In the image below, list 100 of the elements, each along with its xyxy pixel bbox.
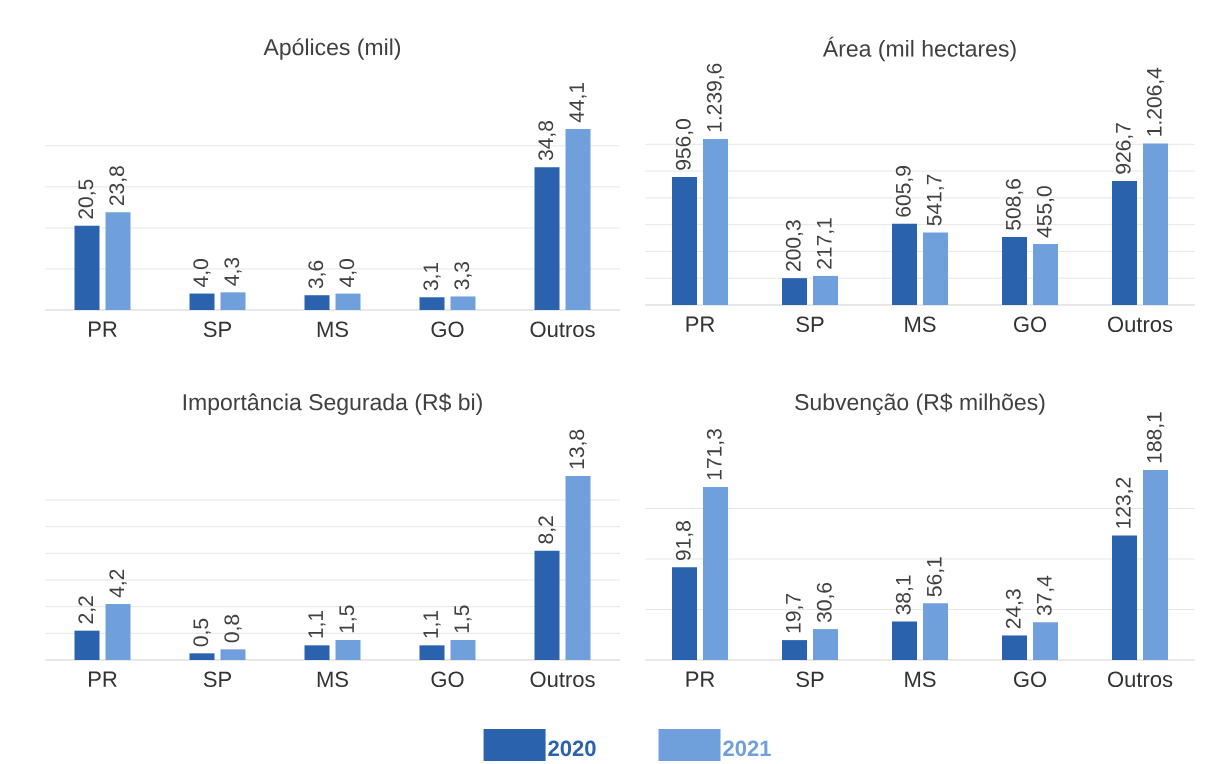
data-label: 171,3 [706,429,725,480]
x-tick-label: GO [431,671,464,688]
data-label: 1,1 [423,610,441,638]
chart-title: Subvenção (R$ milhões) [795,393,1045,415]
data-label: 926,7 [1115,123,1134,174]
bar [565,129,591,310]
x-tick-label: SP [203,671,232,688]
x-tick-label: Outros [1108,671,1173,688]
data-label: 1.206,4 [1146,67,1165,136]
bar [304,295,330,310]
chart-title: Apólices (mil) [263,38,401,60]
data-label: 24,3 [1005,589,1024,629]
bar [813,629,839,660]
x-tick-label: PR [89,671,117,687]
data-label: 455,0 [1036,186,1055,238]
bar [74,225,100,310]
bar [419,297,445,310]
bar [105,212,131,310]
bar [335,640,361,660]
bar [672,176,698,305]
data-label: 3,1 [423,262,441,291]
data-label: 37,4 [1036,575,1055,616]
data-label: 123,2 [1115,477,1134,528]
bar [1033,244,1059,305]
data-label: 1.239,6 [706,63,725,132]
bar [813,275,839,305]
bar [220,292,246,310]
data-label: 4,2 [109,569,127,598]
x-tick-label: GO [431,321,464,338]
data-label: 30,6 [816,582,835,623]
bar [892,621,918,660]
data-label: 13,8 [569,429,587,469]
x-tick-label: GO [1014,316,1047,333]
bar [304,645,330,660]
bar [672,567,698,660]
data-label: 4,0 [193,259,211,287]
bar [450,640,476,660]
chart-title: Importância Segurada (R$ bi) [183,393,482,415]
data-label: 605,9 [895,166,914,217]
bar [703,139,729,305]
data-label: 508,6 [1005,179,1024,230]
bar [1143,470,1169,660]
data-label: 217,1 [816,218,835,269]
data-label: 1,1 [308,610,326,638]
x-tick-label: Outros [1108,316,1173,333]
bar [74,630,100,660]
bar [1112,180,1138,305]
bar [335,293,361,310]
data-label: 38,1 [895,575,914,615]
data-label: 1,5 [339,605,357,633]
data-label: 34,8 [538,121,556,161]
bar [923,603,949,660]
x-tick-label: SP [796,671,824,688]
bar [189,653,215,660]
bar [220,649,246,660]
data-label: 19,7 [785,594,804,633]
bar [1002,635,1028,660]
bar [1143,143,1169,305]
x-tick-label: Outros [530,321,595,338]
bar [1002,236,1028,305]
bar [450,296,476,310]
data-label: 541,7 [926,174,945,226]
x-tick-label: SP [796,316,824,333]
bar [105,604,131,660]
data-label: 956,0 [675,119,694,170]
x-tick-label: MS [905,671,936,688]
x-tick-label: PR [89,321,117,337]
data-label: 0,5 [193,618,211,647]
legend-label: 2021 [723,740,771,757]
x-tick-label: PR [686,316,715,332]
bar [534,167,560,310]
x-tick-label: MS [317,321,348,338]
bar [1112,535,1138,660]
x-tick-label: GO [1014,671,1047,688]
data-label: 3,3 [454,261,472,290]
bar [782,640,808,660]
data-label: 20,5 [78,179,96,219]
x-tick-label: MS [317,671,348,688]
data-label: 200,3 [785,220,804,271]
bar [892,223,918,305]
chart-title: Área (mil hectares) [822,36,1016,62]
data-label: 91,8 [675,521,694,561]
x-tick-label: Outros [530,671,595,688]
data-label: 44,1 [569,82,587,123]
data-label: 2,2 [78,596,96,624]
bar [534,550,560,660]
data-label: 23,8 [109,166,127,206]
x-tick-label: PR [686,671,715,687]
bar [782,278,808,305]
data-label: 8,2 [538,516,556,544]
data-label: 4,0 [339,259,357,287]
bar [565,476,591,660]
data-label: 3,6 [308,260,326,289]
data-label: 4,3 [224,257,242,286]
bar [1033,622,1059,660]
data-label: 188,1 [1146,412,1165,463]
legend-label: 2020 [548,740,596,757]
x-tick-label: MS [905,316,936,333]
data-label: 0,8 [224,614,242,643]
x-tick-label: SP [203,321,232,338]
